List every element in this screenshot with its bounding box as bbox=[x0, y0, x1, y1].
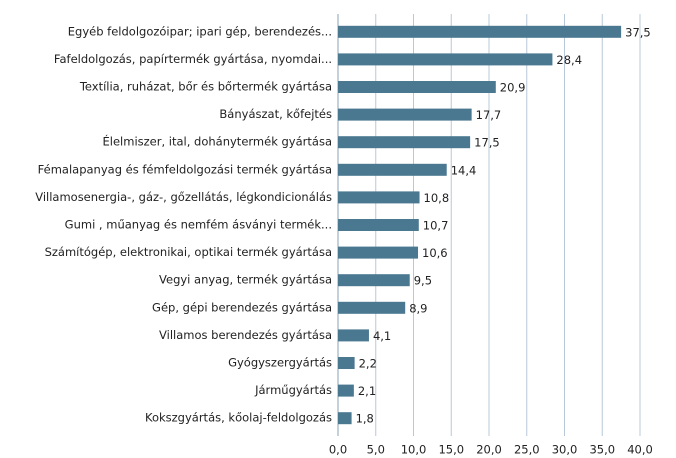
bar bbox=[338, 163, 447, 176]
x-tick-label: 40,0 bbox=[627, 443, 653, 457]
value-label: 2,1 bbox=[358, 384, 376, 398]
bar bbox=[338, 384, 354, 397]
x-tick-label: 25,0 bbox=[514, 443, 540, 457]
x-tick-label: 10,0 bbox=[401, 443, 427, 457]
y-tick-label: Számítógép, elektronikai, optikai termék… bbox=[45, 245, 332, 259]
y-tick-label: Járműgyártás bbox=[254, 383, 332, 397]
y-tick-label: Egyéb feldolgozóipar; ipari gép, berende… bbox=[68, 24, 332, 38]
bar bbox=[338, 53, 553, 66]
x-tick-label: 15,0 bbox=[438, 443, 464, 457]
y-tick-label: Villamosenergia-, gáz-, gőzellátás, légk… bbox=[35, 190, 332, 204]
y-tick-label: Fafeldolgozás, papírtermék gyártása, nyo… bbox=[54, 52, 332, 66]
value-label: 17,5 bbox=[474, 136, 500, 150]
x-tick-label: 0,0 bbox=[329, 443, 347, 457]
bar bbox=[338, 274, 410, 287]
value-label: 20,9 bbox=[500, 81, 526, 95]
value-label: 4,1 bbox=[373, 329, 391, 343]
value-label: 10,8 bbox=[424, 191, 450, 205]
bar bbox=[338, 81, 496, 93]
bar bbox=[338, 329, 369, 342]
y-tick-label: Textília, ruházat, bőr és bőrtermék gyár… bbox=[79, 80, 332, 94]
bar bbox=[338, 136, 471, 149]
value-label: 17,7 bbox=[476, 108, 502, 122]
value-label: 28,4 bbox=[556, 53, 582, 67]
x-tick-label: 5,0 bbox=[367, 443, 385, 457]
value-label: 10,7 bbox=[423, 219, 449, 233]
value-label: 8,9 bbox=[409, 301, 427, 315]
y-tick-label: Gép, gépi berendezés gyártása bbox=[152, 300, 332, 314]
x-tick-label: 20,0 bbox=[476, 443, 502, 457]
value-label: 1,8 bbox=[356, 412, 374, 426]
value-label: 2,2 bbox=[359, 357, 377, 371]
y-tick-label: Fémalapanyag és fémfeldolgozási termék g… bbox=[38, 162, 332, 176]
value-label: 9,5 bbox=[414, 274, 432, 288]
y-tick-label: Élelmiszer, ital, dohánytermék gyártása bbox=[103, 134, 332, 149]
y-tick-label: Kokszgyártás, kőolaj-feldolgozás bbox=[145, 411, 332, 425]
y-tick-label: Gumi , műanyag és nemfém ásványi termék.… bbox=[65, 218, 332, 232]
x-tick-label: 30,0 bbox=[552, 443, 578, 457]
bar bbox=[338, 357, 355, 369]
bar bbox=[338, 191, 420, 204]
y-tick-label: Villamos berendezés gyártása bbox=[159, 328, 332, 342]
y-tick-label: Vegyi anyag, termék gyártása bbox=[159, 273, 332, 287]
value-label: 10,6 bbox=[422, 246, 448, 260]
bar bbox=[338, 301, 406, 314]
value-label: 14,4 bbox=[451, 163, 477, 177]
bar bbox=[338, 246, 419, 259]
bar bbox=[338, 108, 472, 121]
y-tick-label: Gyógyszergyártás bbox=[228, 356, 332, 370]
bar bbox=[338, 219, 419, 231]
bar bbox=[338, 25, 622, 38]
x-tick-label: 35,0 bbox=[589, 443, 615, 457]
value-label: 37,5 bbox=[625, 25, 651, 39]
y-tick-label: Bányászat, kőfejtés bbox=[219, 107, 332, 121]
bar bbox=[338, 412, 352, 425]
